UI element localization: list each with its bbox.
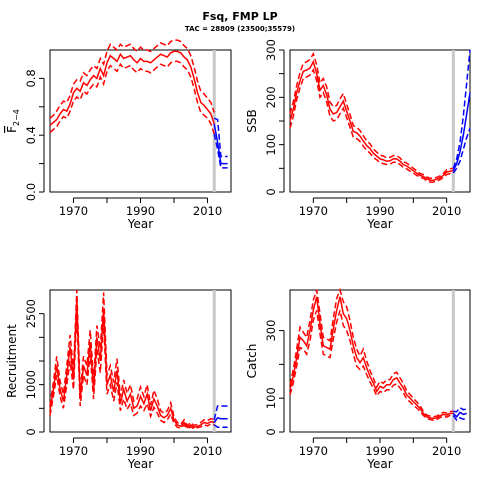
x-tick-label: 1970 [59, 444, 88, 458]
x-tick-label: 1970 [299, 444, 328, 458]
historic-upper-bound-line [289, 51, 454, 180]
historic-lower-bound-line [49, 60, 215, 135]
plot-frame [49, 289, 232, 433]
plot-frame [289, 49, 471, 193]
projection-median-line [213, 123, 228, 165]
y-axis-label: SSB [245, 109, 259, 132]
figure-title: Fsq, FMP LP [202, 10, 277, 23]
y-tick-label: 0.0 [24, 183, 38, 201]
x-tick-label: 1990 [365, 204, 394, 218]
x-tick-label: 1990 [365, 444, 394, 458]
y-tick-label: 0 [264, 428, 278, 435]
y-tick-label: 100 [264, 134, 278, 156]
fbar-panel: 1970 1990 2010 Year 0.0 0.4 0.8 F2−4 [5, 39, 232, 231]
historic-median-line [49, 50, 215, 126]
x-axis-label: Year [366, 457, 392, 471]
x-axis-label: Year [366, 217, 392, 231]
x-tick-label: 1970 [299, 204, 328, 218]
y-tick-label: 0.4 [24, 126, 38, 144]
x-tick-label: 1990 [126, 444, 155, 458]
y-axis-label: Catch [245, 344, 259, 379]
historic-upper-bound-line [49, 39, 215, 119]
x-tick-label: 2010 [432, 204, 461, 218]
y-tick-label: 200 [264, 86, 278, 108]
figure-subtitle: TAC = 28809 (23500;35579) [185, 25, 295, 33]
recruitment-panel: 1970 1990 2010 Year 0 1000 2500 Recruitment [5, 289, 232, 471]
projection-lower-bound-line [213, 133, 228, 169]
projection-lower-bound-line [452, 414, 467, 422]
projection-median-line [452, 92, 471, 172]
x-tick-label: 1970 [59, 204, 88, 218]
historic-lower-bound-line [289, 68, 454, 183]
y-tick-label: 300 [264, 320, 278, 342]
historic-lower-bound-line [49, 313, 215, 430]
historic-upper-bound-line [289, 287, 454, 418]
y-tick-label: 300 [264, 39, 278, 61]
historic-median-line [49, 299, 215, 429]
ssb-panel: 1970 1990 2010 Year 0 100 200 300 SSB [245, 39, 471, 231]
y-axis-label: F2−4 [5, 109, 21, 133]
historic-median-line [289, 59, 454, 181]
x-axis-label: Year [127, 457, 153, 471]
y-tick-label: 0 [264, 188, 278, 195]
y-tick-label: 2500 [24, 299, 38, 328]
x-tick-label: 1990 [126, 204, 155, 218]
plot-frame [49, 49, 232, 193]
projection-median-line [452, 411, 467, 418]
y-tick-label: 0 [24, 428, 38, 435]
projection-median-line [213, 416, 228, 423]
x-tick-label: 2010 [193, 444, 222, 458]
projection-upper-bound-line [453, 406, 467, 413]
projection-upper-bound-line [452, 49, 471, 169]
projection-upper-bound-line [213, 405, 228, 420]
historic-median-line [289, 296, 454, 420]
plot-frame [289, 289, 471, 433]
x-tick-label: 2010 [432, 444, 461, 458]
y-tick-label: 100 [264, 387, 278, 409]
catch-panel: 1970 1990 2010 Year 0 100 300 Catch [245, 287, 471, 471]
projection-upper-bound-line [213, 117, 228, 158]
y-axis-label: Recruitment [5, 324, 19, 398]
x-axis-label: Year [127, 217, 153, 231]
y-tick-label: 1000 [24, 370, 38, 399]
projection-lower-bound-line [213, 424, 228, 429]
x-tick-label: 2010 [193, 204, 222, 218]
projection-lower-bound-line [452, 127, 471, 174]
y-tick-label: 0.8 [24, 69, 38, 87]
historic-lower-bound-line [289, 310, 454, 421]
